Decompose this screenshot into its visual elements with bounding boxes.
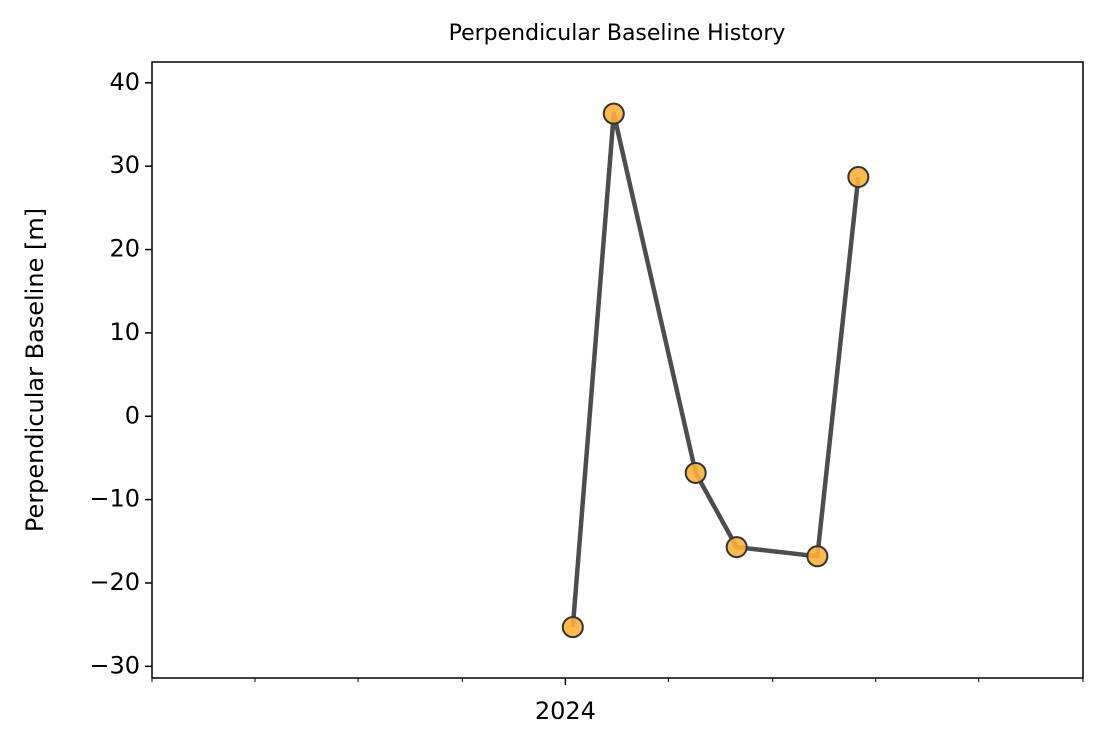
data-point bbox=[684, 461, 707, 484]
chart-title: Perpendicular Baseline History bbox=[449, 21, 786, 46]
y-tick-label: −20 bbox=[89, 568, 140, 596]
y-tick-label: 30 bbox=[109, 151, 140, 179]
y-tick-label: 10 bbox=[109, 318, 140, 346]
y-tick-label: 0 bbox=[125, 401, 140, 429]
y-axis-label: Perpendicular Baseline [m] bbox=[21, 208, 49, 532]
data-point bbox=[847, 166, 870, 189]
data-point bbox=[561, 616, 584, 639]
data-point bbox=[602, 102, 625, 125]
y-tick-label: −30 bbox=[89, 651, 140, 679]
x-tick-label: 2024 bbox=[535, 697, 596, 725]
data-line bbox=[570, 111, 861, 628]
data-point bbox=[725, 536, 748, 559]
data-point bbox=[806, 545, 829, 568]
y-tick-label: 40 bbox=[109, 68, 140, 96]
plot-frame bbox=[151, 61, 1084, 679]
y-tick-label: −10 bbox=[89, 485, 140, 513]
y-tick-label: 20 bbox=[109, 235, 140, 263]
